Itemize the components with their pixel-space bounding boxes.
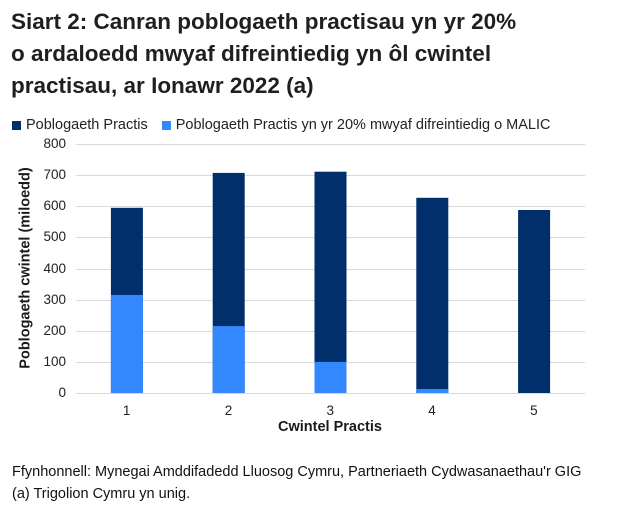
legend-label-total: Poblogaeth Practis	[26, 117, 148, 133]
chart-legend: Poblogaeth Practis Poblogaeth Practis yn…	[12, 115, 564, 135]
y-tick-label: 300	[43, 291, 66, 307]
legend-item-total: Poblogaeth Practis	[12, 117, 148, 133]
chart-title-line-3: practisau, ar Ionawr 2022 (a)	[11, 73, 314, 98]
y-tick-label: 700	[43, 167, 66, 183]
bar-deprived-q4	[416, 389, 449, 393]
bar-deprived-q2	[212, 326, 245, 393]
y-tick-label: 100	[43, 353, 66, 369]
chart-title-line-1: Siart 2: Canran poblogaeth practisau yn …	[11, 9, 517, 34]
x-tick-label: 1	[122, 403, 131, 418]
bar-total-q3	[314, 171, 347, 393]
chart-title-line-2: o ardaloedd mwyaf difreintiedig yn ôl cw…	[11, 41, 492, 66]
chart-title: Siart 2: Canran poblogaeth practisau yn …	[11, 6, 621, 102]
legend-label-deprived: Poblogaeth Practis yn yr 20% mwyaf difre…	[175, 117, 551, 133]
footnote-line: (a) Trigolion Cymru yn unig.	[12, 486, 191, 502]
legend-swatch-light-icon	[161, 120, 171, 130]
bar-deprived-q1	[110, 295, 143, 393]
y-tick-label: 200	[43, 322, 66, 338]
bar-total-q5	[518, 210, 551, 393]
y-tick-label: 400	[43, 260, 66, 276]
legend-item-deprived: Poblogaeth Practis yn yr 20% mwyaf difre…	[161, 117, 551, 133]
legend-swatch-dark-icon	[12, 120, 21, 130]
x-tick-label: 2	[224, 403, 233, 418]
y-tick-label: 0	[58, 385, 66, 400]
y-tick-label: 500	[43, 229, 66, 245]
source-line: Ffynhonnell: Mynegai Amddifadedd Lluosog…	[12, 464, 582, 480]
y-tick-label: 800	[43, 136, 66, 151]
source-note: Ffynhonnell: Mynegai Amddifadedd Lluosog…	[12, 461, 581, 505]
x-tick-label: 4	[428, 403, 436, 418]
y-axis-label: Poblogaeth cwintel (miloedd)	[17, 167, 34, 369]
x-tick-label: 3	[326, 403, 335, 418]
x-tick-label: 5	[530, 403, 538, 418]
x-axis-label: Cwintel Practis	[278, 419, 382, 435]
bar-total-q4	[416, 197, 449, 393]
y-tick-label: 600	[43, 198, 66, 214]
bar-deprived-q3	[314, 361, 347, 393]
